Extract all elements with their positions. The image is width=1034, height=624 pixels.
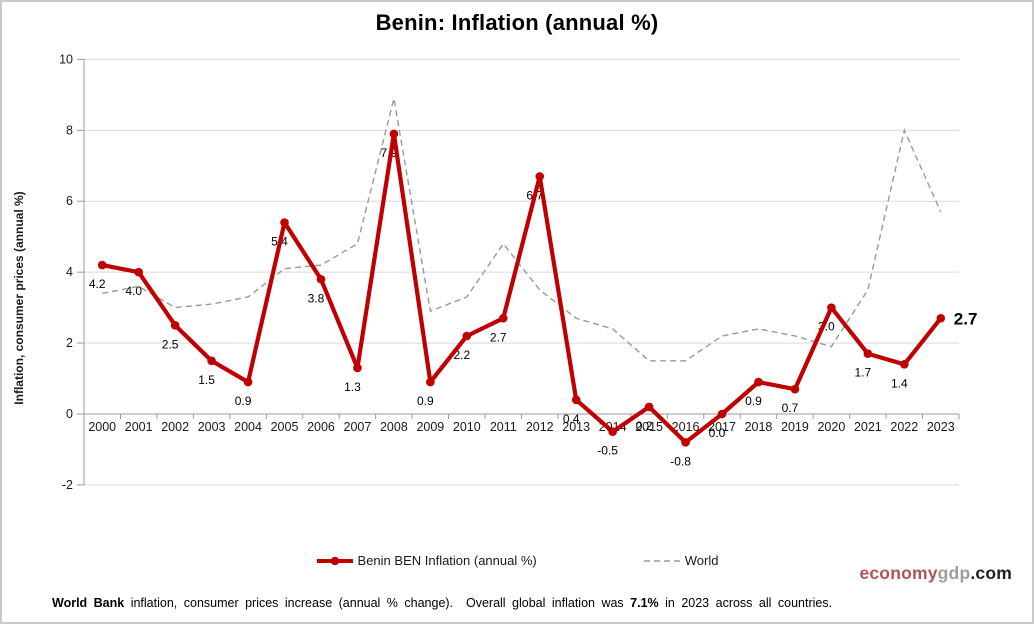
legend-item-benin: Benin BEN Inflation (annual %)	[316, 553, 537, 568]
x-tick-label: 2019	[781, 420, 809, 434]
brand-logo-com: .com	[970, 563, 1012, 583]
y-tick-label: -2	[62, 478, 73, 492]
legend-label-benin: Benin BEN Inflation (annual %)	[357, 553, 537, 568]
data-point-label: 1.4	[891, 376, 908, 390]
data-point-marker	[936, 313, 946, 323]
data-point-label: 1.5	[198, 373, 215, 387]
x-tick-label: 2021	[854, 420, 882, 434]
x-tick-label: 2023	[927, 420, 955, 434]
data-point-label: 1.7	[855, 366, 872, 380]
y-tick-label: 4	[66, 265, 73, 279]
legend-label-world: World	[684, 553, 719, 568]
data-point-marker	[827, 303, 836, 312]
benin-line	[100, 131, 943, 445]
source-note: World Bank inflation, consumer prices in…	[52, 596, 832, 610]
data-point-label: -0.5	[597, 444, 618, 458]
data-point-label: 4.2	[89, 277, 106, 291]
data-point-label: 0.2	[636, 419, 653, 433]
y-tick-label: 0	[66, 407, 73, 421]
x-tick-label: 2009	[416, 420, 444, 434]
chart-title: Benin: Inflation (annual %)	[375, 10, 659, 35]
data-point-label: 0.9	[417, 394, 434, 408]
x-tick-label: 2016	[672, 420, 700, 434]
data-point-marker	[498, 313, 508, 323]
data-point-label: 3.8	[308, 291, 325, 305]
x-tick-label: 2008	[380, 420, 408, 434]
x-tick-label: 2003	[198, 420, 226, 434]
x-tick-label: 2017	[708, 420, 736, 434]
y-tick-label: 10	[59, 52, 73, 66]
data-point-marker	[571, 395, 581, 405]
world-line-sample-icon	[643, 559, 680, 562]
brand-logo-gdp: gdp	[937, 563, 971, 583]
x-tick-label: 2007	[344, 420, 372, 434]
source-note-segment: 7.1%	[630, 596, 659, 610]
y-tick-label: 8	[66, 123, 73, 137]
data-point-marker	[608, 427, 617, 437]
source-note-segment: inflation, consumer prices increase (ann…	[124, 596, 631, 610]
data-point-label: 0.0	[709, 426, 726, 440]
data-point-marker	[280, 218, 289, 227]
data-point-label: 0.9	[235, 394, 252, 408]
data-point-label: 0.7	[782, 401, 799, 415]
data-point-marker	[863, 349, 873, 359]
data-point-marker	[717, 409, 727, 419]
chart-legend: Benin BEN Inflation (annual %) World	[2, 553, 1032, 568]
x-tick-label: 2011	[490, 420, 517, 434]
x-tick-label: 2015	[635, 420, 663, 434]
brand-logo-economy: economy	[859, 563, 938, 583]
data-point-label: 0.4	[563, 412, 580, 426]
data-point-label: 1.3	[344, 380, 361, 394]
source-note-segment: World Bank	[52, 596, 125, 610]
data-point-marker	[900, 360, 909, 369]
data-point-marker	[535, 172, 545, 181]
data-point-label: 2.5	[162, 337, 179, 351]
data-point-label: 2.7	[490, 330, 507, 344]
data-point-marker	[353, 363, 362, 373]
x-tick-label: 2000	[88, 420, 116, 434]
x-tick-label: 2012	[526, 420, 554, 434]
data-point-marker	[170, 321, 180, 330]
y-tick-label: 2	[66, 336, 73, 350]
brand-logo: economygdp.com	[859, 563, 1012, 584]
data-point-marker	[426, 377, 435, 387]
x-tick-label: 2010	[453, 420, 481, 434]
benin-line-sample-icon	[316, 556, 353, 565]
data-point-label: -0.8	[670, 454, 691, 468]
data-point-marker	[389, 129, 399, 139]
data-point-marker	[681, 438, 690, 447]
y-axis-title: Inflation, consumer prices (annual %)	[12, 191, 26, 404]
x-tick-label: 2018	[745, 420, 773, 434]
data-point-marker	[243, 377, 253, 387]
data-point-marker	[97, 260, 107, 270]
world-line	[102, 98, 942, 362]
data-point-marker	[316, 274, 326, 284]
data-point-marker	[790, 384, 800, 394]
end-value-label: 2.7	[954, 309, 978, 328]
legend-item-world: World	[643, 553, 719, 568]
source-note-segment: in 2023 across all countries.	[658, 596, 833, 610]
data-point-label: 0.9	[745, 394, 762, 408]
x-tick-label: 2004	[234, 420, 262, 434]
data-point-label: 2.2	[453, 348, 470, 362]
data-point-marker	[207, 356, 216, 366]
x-tick-label: 2013	[562, 420, 590, 434]
data-point-label: 4.0	[125, 284, 142, 298]
data-point-marker	[754, 377, 763, 387]
x-tick-label: 2006	[307, 420, 335, 434]
inflation-line-chart: 10 8 6 4 2 0 -2 2000 2001 2002 2003 2004 2005 2006 200…	[12, 52, 978, 492]
data-point-marker	[134, 267, 143, 277]
data-point-marker	[644, 402, 654, 412]
data-point-marker	[462, 331, 472, 341]
x-tick-label: 2002	[161, 420, 189, 434]
x-tick-label: 2005	[271, 420, 299, 434]
x-tick-label: 2001	[125, 420, 153, 434]
x-tick-label: 2022	[890, 420, 918, 434]
x-tick-label: 2020	[817, 420, 845, 434]
y-tick-label: 6	[66, 194, 73, 208]
